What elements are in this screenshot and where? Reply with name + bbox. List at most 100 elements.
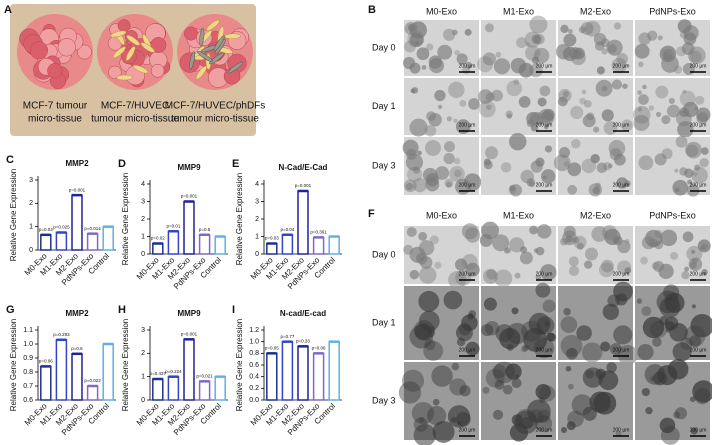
scale-label: 200 µm: [613, 427, 630, 433]
bar: [86, 232, 99, 251]
bar: [71, 194, 83, 251]
cell-cluster: [634, 43, 650, 59]
fibroblast: [213, 35, 225, 52]
cell-cluster: [418, 240, 435, 256]
y-axis-label: Relative Gene Expression: [235, 173, 244, 266]
scale-label: 200 µm: [536, 427, 553, 433]
cell-cluster: [681, 42, 695, 56]
y-tick-label: 4: [141, 181, 145, 188]
bar: [297, 345, 309, 401]
p-value: p=0.77: [280, 334, 294, 339]
cell-cluster: [649, 238, 658, 248]
cell-cluster: [434, 261, 442, 269]
panel-label: E: [232, 158, 239, 170]
y-tick-label: 1: [141, 233, 145, 240]
cell-cluster: [655, 85, 669, 99]
cell-cluster: [494, 269, 513, 288]
cell-cluster: [679, 107, 690, 118]
cell-cluster: [638, 61, 644, 68]
cell-cluster: [454, 258, 468, 271]
cell-cluster: [692, 380, 712, 403]
cell-cluster: [535, 274, 542, 281]
caption: MCF-7 tumour: [23, 101, 88, 112]
cell-cluster: [604, 228, 621, 246]
scale-label: 200 µm: [613, 122, 630, 128]
cell-cluster: [598, 370, 619, 391]
cell-cluster: [402, 139, 419, 156]
p-value: p=0.001: [181, 332, 198, 337]
cell-cluster: [514, 272, 521, 279]
huvec: [195, 65, 207, 80]
cell-cluster: [675, 135, 688, 148]
cell-cluster: [529, 181, 535, 187]
bar: [40, 365, 52, 401]
cell-cluster: [633, 114, 650, 132]
chart-title: MMP9: [177, 163, 201, 172]
cell-cluster: [566, 347, 578, 360]
p-value: p=0.025: [53, 225, 70, 230]
cell-cluster: [595, 182, 601, 189]
cell-cluster: [682, 231, 694, 243]
cell-cluster: [409, 118, 428, 137]
cell-cluster: [616, 52, 629, 65]
y-tick-label: 3: [255, 198, 259, 205]
column-header: M1-Exo: [503, 6, 534, 16]
cell-cluster: [596, 162, 608, 174]
cell-cluster: [513, 79, 520, 85]
p-value: p=0.224: [165, 369, 182, 374]
cell-cluster: [538, 385, 556, 402]
cell-cluster: [543, 124, 549, 130]
huvec: [126, 34, 141, 46]
cell-cluster: [583, 260, 593, 269]
y-tick-label: 1.2: [249, 327, 259, 334]
cell-cluster: [424, 339, 436, 351]
cell-cluster: [562, 46, 578, 62]
cell-cluster: [593, 126, 600, 133]
cell-cluster: [478, 100, 496, 118]
cell-cluster: [425, 177, 440, 192]
cell-cluster: [648, 105, 655, 111]
cell-cluster: [452, 29, 458, 36]
cell-cluster: [485, 146, 499, 160]
cell-cluster: [503, 247, 510, 254]
cell-cluster: [691, 167, 708, 184]
p-value: p=0.022: [84, 378, 101, 383]
cell-cluster: [601, 259, 614, 273]
cell-cluster: [659, 417, 676, 434]
cell-cluster: [638, 155, 654, 171]
cell-cluster: [657, 35, 663, 41]
cell-cluster: [685, 141, 702, 159]
huvec: [112, 46, 126, 59]
bar: [102, 343, 114, 401]
cell-cluster: [637, 343, 654, 361]
cell-cluster: [693, 172, 698, 177]
cell-cluster: [530, 160, 543, 173]
cell-cluster: [689, 396, 696, 403]
caption: micro-tissue: [28, 114, 82, 125]
cell-cluster: [588, 183, 602, 197]
cell-cluster: [568, 256, 579, 267]
cell-cluster: [638, 94, 649, 105]
y-tick-label: 1.0: [23, 341, 33, 348]
cell-cluster: [492, 234, 510, 252]
p-value: p=0.001: [69, 187, 86, 192]
cell-cluster: [398, 381, 422, 404]
y-tick-label: 0.8: [23, 369, 33, 376]
cell-cluster: [673, 411, 681, 419]
cell-cluster: [576, 242, 584, 250]
p-value: p=0.04: [280, 227, 294, 232]
y-tick-label: 0.0: [249, 397, 259, 404]
cell-cluster: [660, 426, 680, 445]
cell-cluster: [426, 406, 447, 426]
cell-cluster: [465, 262, 480, 277]
cell-cluster: [486, 104, 492, 111]
fibroblast: [197, 50, 213, 62]
cell-cluster: [424, 125, 437, 137]
cell-cluster: [669, 322, 688, 342]
cell-cluster: [492, 409, 504, 420]
y-tick-label: 2: [255, 216, 259, 223]
scale-label: 200 µm: [459, 63, 476, 69]
cell-cluster: [582, 114, 596, 128]
cell-cluster: [434, 89, 446, 102]
cell-cluster: [529, 63, 543, 78]
